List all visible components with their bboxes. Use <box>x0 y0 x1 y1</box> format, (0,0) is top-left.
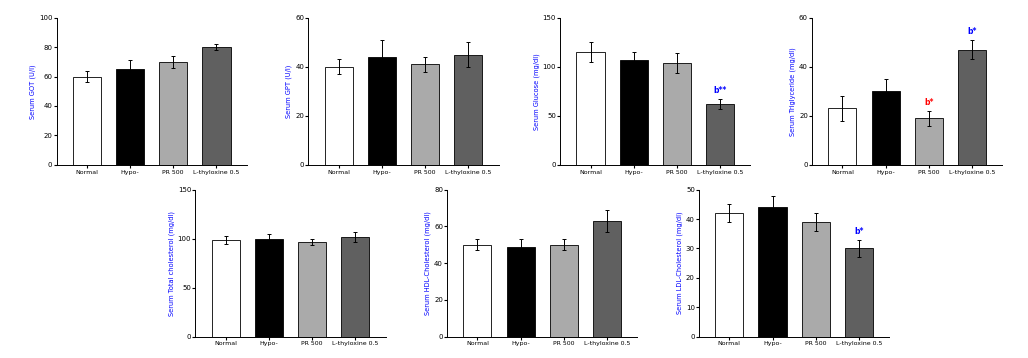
Bar <box>464 245 491 337</box>
Text: b*: b* <box>854 227 864 236</box>
Bar <box>368 57 396 165</box>
Bar <box>325 67 353 165</box>
Bar <box>577 52 604 165</box>
Bar <box>212 240 240 337</box>
Bar <box>915 118 943 165</box>
Y-axis label: Serum LDL-Cholesterol (mg/dl): Serum LDL-Cholesterol (mg/dl) <box>676 212 683 314</box>
Bar <box>593 221 621 337</box>
Bar <box>255 239 283 337</box>
Bar <box>73 77 101 165</box>
Bar <box>620 60 648 165</box>
Bar <box>116 69 144 165</box>
Y-axis label: Serum GOT (U/l): Serum GOT (U/l) <box>30 64 36 118</box>
Bar <box>550 245 578 337</box>
Y-axis label: Serum HDL-Cholesterol (mg/dl): Serum HDL-Cholesterol (mg/dl) <box>425 211 431 315</box>
Text: b**: b** <box>713 86 727 96</box>
Bar <box>845 248 873 337</box>
Bar <box>411 64 439 165</box>
Text: b*: b* <box>924 98 933 107</box>
Bar <box>663 63 691 165</box>
Bar <box>872 91 900 165</box>
Text: b*: b* <box>967 27 977 36</box>
Y-axis label: Serum Triglyceride (mg/dl): Serum Triglyceride (mg/dl) <box>790 47 796 136</box>
Bar <box>454 55 482 165</box>
Bar <box>507 247 535 337</box>
Bar <box>706 104 734 165</box>
Bar <box>341 237 369 337</box>
Y-axis label: Serum GPT (U/l): Serum GPT (U/l) <box>286 64 292 118</box>
Bar <box>203 47 230 165</box>
Bar <box>759 207 786 337</box>
Bar <box>829 108 856 165</box>
Bar <box>298 242 326 337</box>
Bar <box>802 222 830 337</box>
Bar <box>715 213 743 337</box>
Y-axis label: Serum Total cholesterol (mg/dl): Serum Total cholesterol (mg/dl) <box>169 211 175 316</box>
Bar <box>159 62 187 165</box>
Bar <box>958 50 986 165</box>
Y-axis label: Serum Glucose (mg/dl): Serum Glucose (mg/dl) <box>534 53 540 130</box>
